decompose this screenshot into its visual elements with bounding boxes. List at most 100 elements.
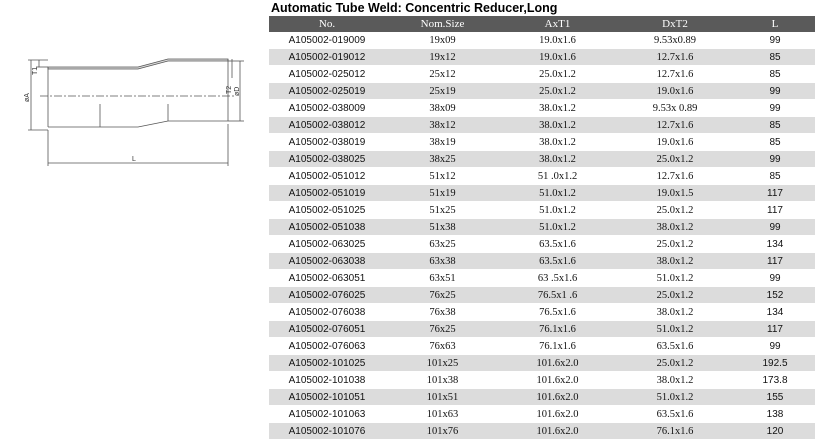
cell-nom-size: 25x19 [385,83,500,100]
cell-dxt2: 38.0x1.2 [615,219,735,236]
cell-no: A105002-038012 [269,117,385,134]
cell-dxt2: 38.0x1.2 [615,253,735,270]
cell-no: A105002-051038 [269,219,385,236]
cell-no: A105002-076063 [269,338,385,355]
header-axt1: AxT1 [500,16,615,32]
cell-axt1: 76.5x1 .6 [500,287,615,304]
cell-l: 99 [735,151,815,168]
cell-dxt2: 25.0x1.2 [615,236,735,253]
cell-l: 117 [735,253,815,270]
cell-no: A105002-038025 [269,151,385,168]
cell-axt1: 51 .0x1.2 [500,168,615,185]
cell-axt1: 101.6x2.0 [500,355,615,372]
cell-no: A105002-051019 [269,185,385,202]
table-row: A105002-101051 101x51 101.6x2.0 51.0x1.2 155 [269,389,815,406]
header-dxt2: DxT2 [615,16,735,32]
cell-no: A105002-076051 [269,321,385,338]
cell-no: A105002-038009 [269,100,385,117]
cell-nom-size: 101x38 [385,372,500,389]
cell-l: 155 [735,389,815,406]
cell-nom-size: 38x12 [385,117,500,134]
cell-nom-size: 63x25 [385,236,500,253]
cell-l: 85 [735,66,815,83]
cell-nom-size: 38x09 [385,100,500,117]
table-row: A105002-051038 51x38 51.0x1.2 38.0x1.2 99 [269,219,815,236]
cell-no: A105002-076038 [269,304,385,321]
table-row: A105002-025019 25x19 25.0x1.2 19.0x1.6 99 [269,83,815,100]
cell-no: A105002-019012 [269,49,385,66]
cell-dxt2: 38.0x1.2 [615,304,735,321]
cell-axt1: 38.0x1.2 [500,134,615,151]
cell-dxt2: 51.0x1.2 [615,270,735,287]
label-t2: T2 [226,86,233,94]
cell-axt1: 76.1x1.6 [500,338,615,355]
cell-axt1: 51.0x1.2 [500,202,615,219]
cell-dxt2: 63.5x1.6 [615,406,735,423]
cell-dxt2: 12.7x1.6 [615,117,735,134]
cell-no: A105002-076025 [269,287,385,304]
header-nom-size: Nom.Size [385,16,500,32]
cell-dxt2: 19.0x1.6 [615,83,735,100]
cell-no: A105002-063038 [269,253,385,270]
cell-no: A105002-063051 [269,270,385,287]
cell-nom-size: 51x12 [385,168,500,185]
reducer-top-wall [47,58,229,70]
cell-nom-size: 76x25 [385,321,500,338]
table-row: A105002-076038 76x38 76.5x1.6 38.0x1.2 134 [269,304,815,321]
cell-nom-size: 63x38 [385,253,500,270]
cell-no: A105002-038019 [269,134,385,151]
cell-l: 99 [735,219,815,236]
cell-axt1: 25.0x1.2 [500,83,615,100]
table-body: A105002-019009 19x09 19.0x1.6 9.53x0.89 99 A1… [269,32,815,440]
cell-l: 99 [735,100,815,117]
cell-dxt2: 51.0x1.2 [615,321,735,338]
cell-dxt2: 63.5x1.6 [615,338,735,355]
cell-no: A105002-063025 [269,236,385,253]
table-header-row: No. Nom.Size AxT1 DxT2 L [269,16,815,32]
reducer-bottom-wall [48,120,228,128]
cell-l: 117 [735,185,815,202]
table-row: A105002-076051 76x25 76.1x1.6 51.0x1.2 117 [269,321,815,338]
cell-l: 120 [735,423,815,440]
cell-l: 85 [735,168,815,185]
cell-dxt2: 25.0x1.2 [615,355,735,372]
cell-no: A105002-101051 [269,389,385,406]
cell-l: 85 [735,134,815,151]
cell-l: 85 [735,117,815,134]
label-d: øD [234,87,241,96]
cell-axt1: 76.5x1.6 [500,304,615,321]
cell-dxt2: 76.1x1.6 [615,423,735,440]
cell-l: 117 [735,321,815,338]
cell-dxt2: 25.0x1.2 [615,287,735,304]
cell-axt1: 101.6x2.0 [500,423,615,440]
cell-no: A105002-025012 [269,66,385,83]
cell-dxt2: 19.0x1.6 [615,134,735,151]
table-row: A105002-038009 38x09 38.0x1.2 9.53x 0.89 99 [269,100,815,117]
table-row: A105002-076025 76x25 76.5x1 .6 25.0x1.2 152 [269,287,815,304]
cell-l: 152 [735,287,815,304]
cell-dxt2: 25.0x1.2 [615,151,735,168]
cell-dxt2: 9.53x0.89 [615,32,735,49]
table-row: A105002-063025 63x25 63.5x1.6 25.0x1.2 134 [269,236,815,253]
cell-nom-size: 76x63 [385,338,500,355]
cell-axt1: 51.0x1.2 [500,185,615,202]
cell-nom-size: 101x76 [385,423,500,440]
cell-no: A105002-051012 [269,168,385,185]
table-row: A105002-101063 101x63 101.6x2.0 63.5x1.6 138 [269,406,815,423]
cell-no: A105002-101076 [269,423,385,440]
header-no: No. [269,16,385,32]
table-row: A105002-019009 19x09 19.0x1.6 9.53x0.89 99 [269,32,815,49]
cell-no: A105002-101025 [269,355,385,372]
cell-l: 99 [735,83,815,100]
table-row: A105002-019012 19x12 19.0x1.6 12.7x1.6 85 [269,49,815,66]
cell-nom-size: 101x63 [385,406,500,423]
cell-axt1: 19.0x1.6 [500,32,615,49]
cell-nom-size: 76x25 [385,287,500,304]
page-title: Automatic Tube Weld: Concentric Reducer,… [271,1,558,15]
table-row: A105002-051012 51x12 51 .0x1.2 12.7x1.6 85 [269,168,815,185]
cell-axt1: 101.6x2.0 [500,389,615,406]
cell-no: A105002-101038 [269,372,385,389]
cell-axt1: 63 .5x1.6 [500,270,615,287]
table-row: A105002-063038 63x38 63.5x1.6 38.0x1.2 117 [269,253,815,270]
cell-l: 85 [735,49,815,66]
